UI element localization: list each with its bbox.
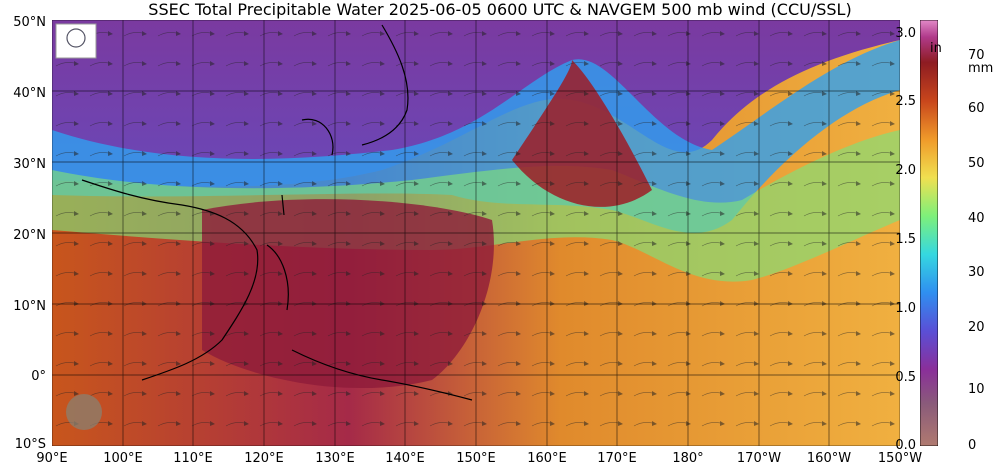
colorbar-inch-tick: 2.0 — [895, 163, 916, 178]
cimss-logo — [66, 394, 102, 430]
lon-label: 140°E — [385, 451, 425, 466]
lat-label: 30°N — [13, 157, 46, 172]
lon-label: 100°E — [103, 451, 143, 466]
colorbar-mm-tick: 50 — [968, 156, 985, 171]
colorbar — [920, 20, 938, 446]
lon-label: 150°W — [877, 451, 923, 466]
colorbar-mm-unit: mm — [968, 61, 994, 76]
lon-label: 170°W — [736, 451, 782, 466]
colorbar-inch-tick: 0.5 — [895, 370, 916, 385]
colorbar-inch-tick: 0.0 — [895, 438, 916, 453]
colorbar-inch-tick: 3.0 — [895, 26, 916, 41]
lon-label: 150°E — [456, 451, 496, 466]
lat-label: 10°N — [13, 299, 46, 314]
lon-label: 130°E — [315, 451, 355, 466]
lon-label: 110°E — [173, 451, 213, 466]
lon-label: 180° — [672, 451, 704, 466]
colorbar-mm-tick: 0 — [968, 438, 977, 453]
lon-label: 160°E — [527, 451, 567, 466]
colorbar-inch-tick: 1.5 — [895, 232, 916, 247]
colorbar-mm-tick: 60 — [968, 101, 985, 116]
colorbar-inch-tick: 2.5 — [895, 94, 916, 109]
lat-label: 0° — [31, 369, 46, 384]
coastlines — [81, 24, 473, 401]
lon-label: 170°E — [597, 451, 637, 466]
colorbar-mm-tick: 10 — [968, 382, 985, 397]
colorbar-inch-unit: in — [930, 41, 942, 56]
lon-label: 160°W — [806, 451, 852, 466]
lat-lon-grid — [52, 20, 900, 446]
colorbar-mm-tick: 40 — [968, 211, 985, 226]
colorbar-mm-tick: 30 — [968, 265, 985, 280]
lat-label: 40°N — [13, 86, 46, 101]
lat-label: 50°N — [13, 15, 46, 30]
lat-label: 20°N — [13, 228, 46, 243]
ssec-logo — [55, 23, 97, 59]
lon-label: 90°E — [36, 451, 68, 466]
colorbar-mm-tick: 20 — [968, 320, 985, 335]
colorbar-inch-tick: 1.0 — [895, 301, 916, 316]
map-title: SSEC Total Precipitable Water 2025-06-05… — [148, 0, 852, 19]
tpw-map — [52, 20, 900, 446]
lat-label: 10°S — [14, 437, 46, 452]
colorbar-mm-tick: 70 — [968, 48, 985, 63]
lon-label: 120°E — [244, 451, 284, 466]
